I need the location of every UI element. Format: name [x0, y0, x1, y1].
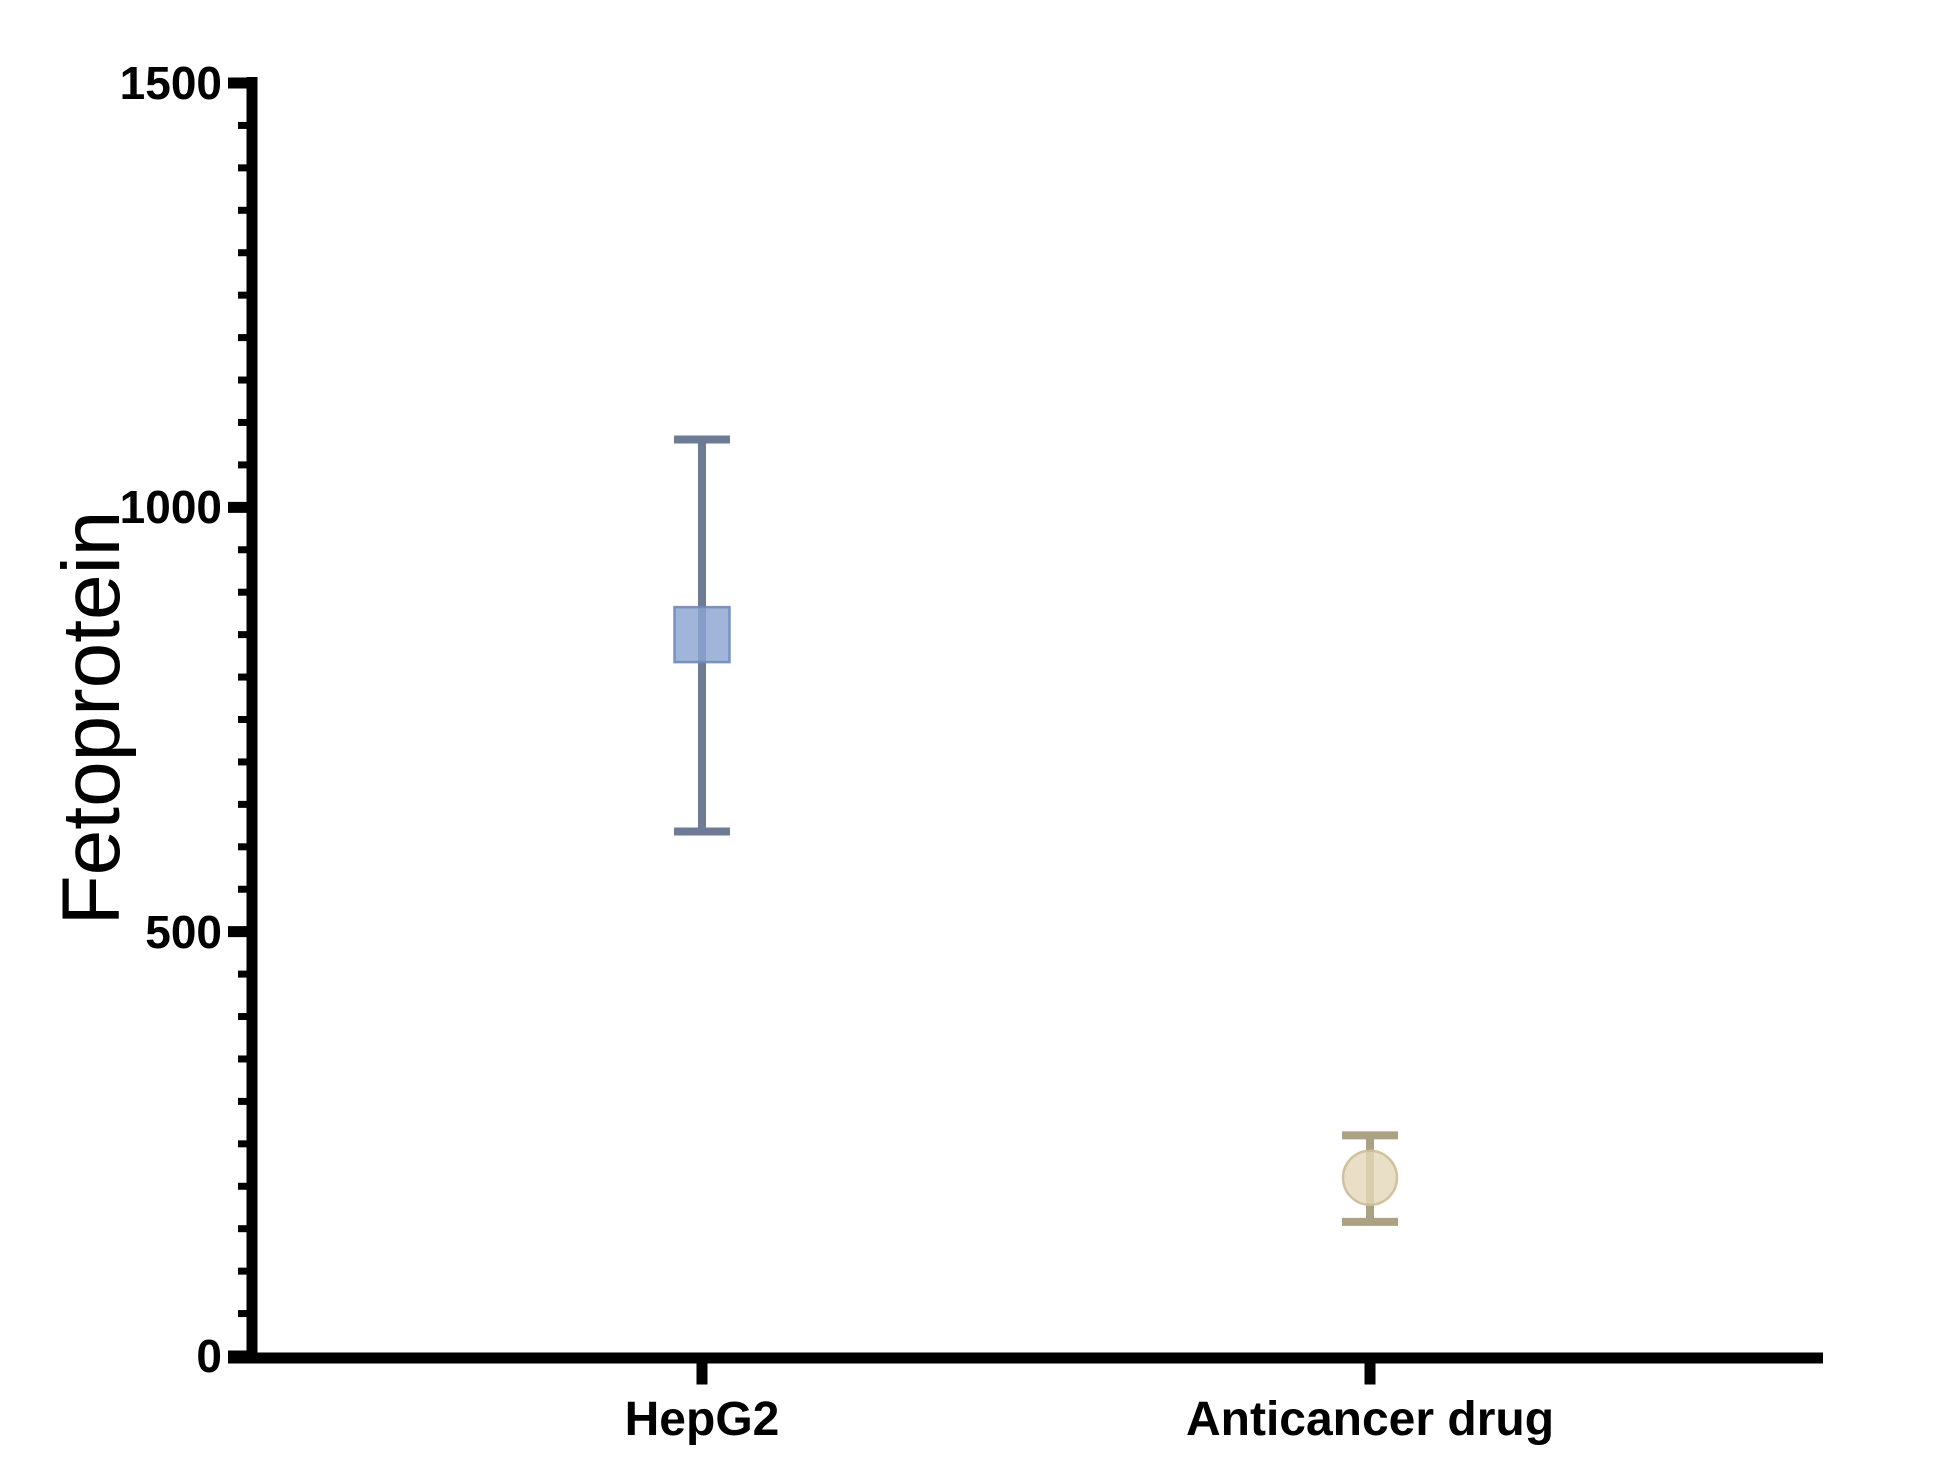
- data-point-marker: [1341, 1149, 1399, 1207]
- y-axis-tick-label: 1500: [119, 57, 222, 109]
- y-axis-title: Fetoprotein: [46, 510, 137, 926]
- data-point-marker: [673, 605, 731, 664]
- x-axis-category-label: HepG2: [624, 1393, 780, 1446]
- y-axis-tick-label: 1000: [119, 481, 222, 534]
- y-axis-tick-label: 500: [145, 905, 222, 958]
- y-axis-tick-label: 0: [196, 1330, 222, 1382]
- x-axis-category-label: Anticancer drug: [1185, 1393, 1555, 1446]
